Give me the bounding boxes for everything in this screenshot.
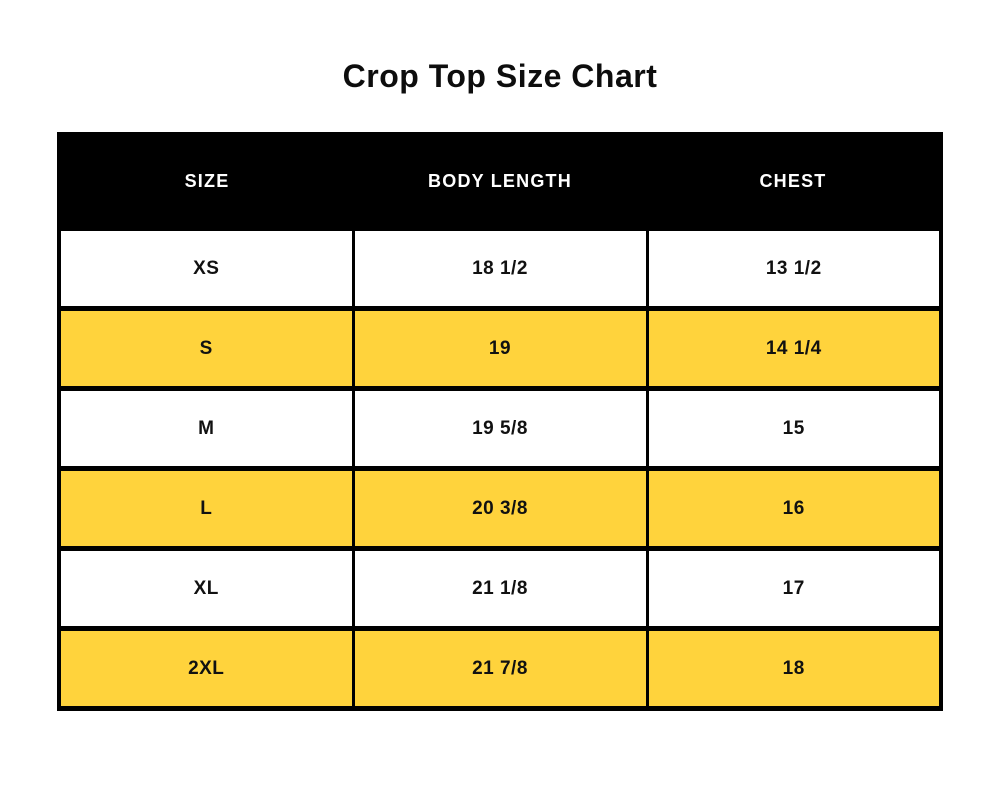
cell-size: XS [57, 226, 355, 311]
cell-size: L [57, 466, 355, 551]
cell-chest: 16 [645, 466, 943, 551]
table-row-2xl: 2XL 21 7/8 18 [57, 626, 943, 711]
table-row-m: M 19 5/8 15 [57, 386, 943, 471]
size-chart-table: SIZE BODY LENGTH CHEST XS 18 1/2 13 1/2 … [57, 132, 943, 711]
table-header-row: SIZE BODY LENGTH CHEST [59, 134, 941, 231]
table-header: SIZE BODY LENGTH CHEST [59, 134, 941, 231]
cell-chest: 17 [645, 546, 943, 631]
table-body: XS 18 1/2 13 1/2 S 19 14 1/4 M 19 5/8 15… [57, 226, 943, 711]
cell-chest: 14 1/4 [645, 306, 943, 391]
cell-chest: 13 1/2 [645, 226, 943, 311]
column-header-body-length: BODY LENGTH [353, 134, 647, 231]
cell-size: 2XL [57, 626, 355, 711]
cell-body-length: 20 3/8 [351, 466, 649, 551]
column-header-size: SIZE [59, 134, 353, 231]
cell-body-length: 18 1/2 [351, 226, 649, 311]
cell-chest: 15 [645, 386, 943, 471]
table-row-l: L 20 3/8 16 [57, 466, 943, 551]
cell-body-length: 21 1/8 [351, 546, 649, 631]
column-header-chest: CHEST [647, 134, 941, 231]
cell-size: XL [57, 546, 355, 631]
table-row-xl: XL 21 1/8 17 [57, 546, 943, 631]
cell-body-length: 19 [351, 306, 649, 391]
table-row-xs: XS 18 1/2 13 1/2 [57, 226, 943, 311]
page-title: Crop Top Size Chart [342, 58, 658, 94]
cell-size: S [57, 306, 355, 391]
cell-body-length: 21 7/8 [351, 626, 649, 711]
cell-size: M [57, 386, 355, 471]
cell-chest: 18 [645, 626, 943, 711]
cell-body-length: 19 5/8 [351, 386, 649, 471]
table-row-s: S 19 14 1/4 [57, 306, 943, 391]
